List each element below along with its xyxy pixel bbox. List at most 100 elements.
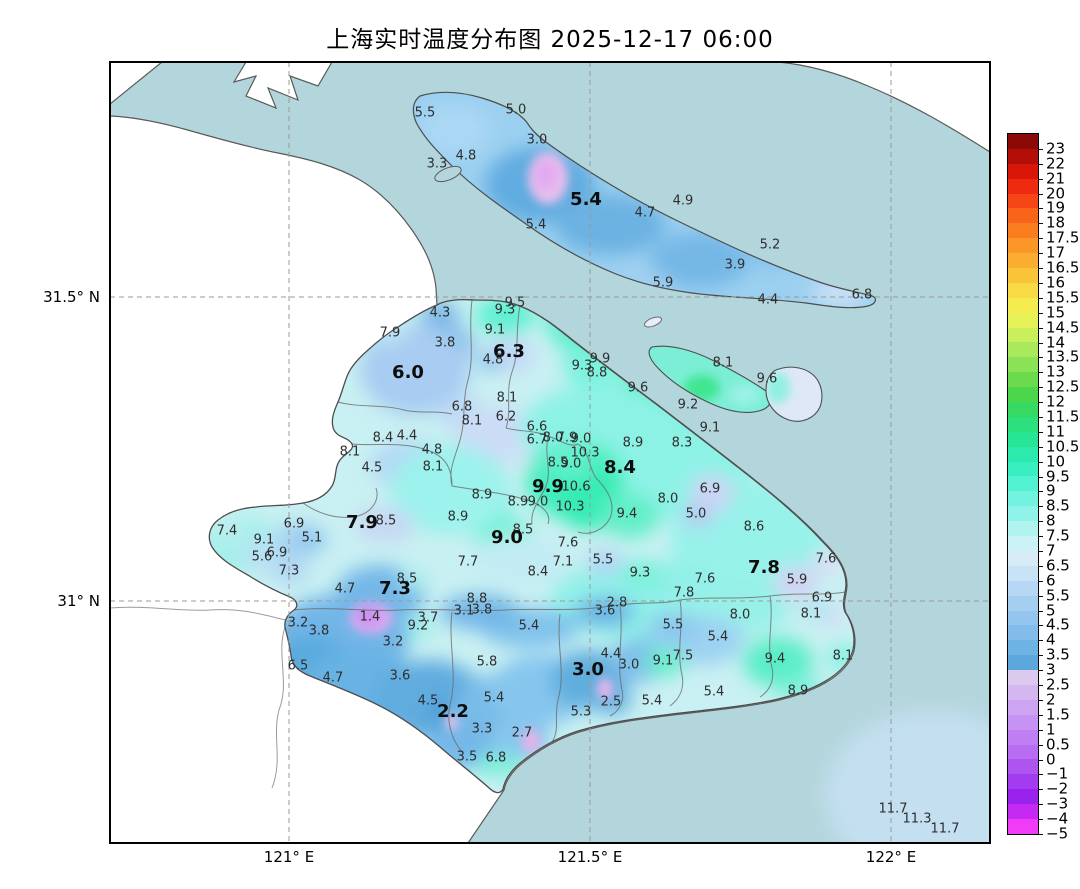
- colorbar-tick-mark: [1038, 759, 1043, 761]
- colorbar-segment: [1008, 804, 1038, 819]
- colorbar-tick-mark: [1038, 342, 1043, 344]
- district-boundaries: [293, 299, 846, 753]
- colorbar-tick-mark: [1038, 536, 1043, 538]
- colorbar-tick-mark: [1038, 640, 1043, 642]
- colorbar-tick-label: 22: [1046, 154, 1066, 173]
- colorbar-tick-label: 10: [1046, 452, 1066, 471]
- colorbar-tick-label: 8: [1046, 511, 1056, 530]
- colorbar-tick-label: 23: [1046, 139, 1066, 158]
- tiny-islet: [644, 316, 662, 328]
- colorbar-segment: [1008, 759, 1038, 775]
- colorbar-tick-label: 6: [1046, 571, 1056, 590]
- colorbar-segment: [1008, 357, 1038, 373]
- y-axis-tick-label: 31° N: [57, 592, 100, 610]
- colorbar-tick-mark: [1038, 595, 1043, 597]
- colorbar-segment: [1008, 521, 1038, 537]
- colorbar-tick-label: −4: [1046, 809, 1069, 828]
- colorbar-tick-label: 9: [1046, 482, 1056, 501]
- colorbar-tick-label: 7: [1046, 541, 1056, 560]
- colorbar-tick-label: 21: [1046, 169, 1066, 188]
- colorbar-tick-mark: [1038, 670, 1043, 672]
- colorbar-tick-mark: [1038, 714, 1043, 716]
- colorbar-tick-mark: [1038, 357, 1043, 359]
- colorbar-tick-label: 12: [1046, 392, 1066, 411]
- colorbar-tick-label: −5: [1046, 824, 1069, 843]
- colorbar-segment: [1008, 312, 1038, 328]
- colorbar-segment: [1008, 253, 1038, 269]
- colorbar-tick-mark: [1038, 699, 1043, 701]
- colorbar-segment: [1008, 461, 1038, 477]
- colorbar-tick-label: 2.5: [1046, 675, 1070, 694]
- colorbar-tick-mark: [1038, 327, 1043, 329]
- colorbar-tick-mark: [1038, 268, 1043, 270]
- colorbar-tick-mark: [1038, 521, 1043, 523]
- hengsha-island-fill: [766, 367, 822, 422]
- colorbar-segment: [1008, 431, 1038, 447]
- colorbar-tick-mark: [1038, 729, 1043, 731]
- colorbar-tick-mark: [1038, 148, 1043, 150]
- colorbar-tick-mark: [1038, 580, 1043, 582]
- colorbar-segment: [1008, 178, 1038, 194]
- y-axis-tick-label: 31.5° N: [43, 288, 100, 306]
- colorbar-tick-mark: [1038, 610, 1043, 612]
- colorbar-segment: [1008, 670, 1038, 685]
- colorbar-tick-label: 4.5: [1046, 616, 1070, 635]
- small-islet: [434, 165, 462, 183]
- colorbar-segment: [1008, 387, 1038, 403]
- colorbar-segment: [1008, 714, 1038, 730]
- colorbar-tick-label: 19: [1046, 199, 1066, 218]
- colorbar-tick-mark: [1038, 223, 1043, 225]
- colorbar-segment: [1008, 238, 1038, 254]
- colorbar-tick-mark: [1038, 744, 1043, 746]
- colorbar-tick-mark: [1038, 193, 1043, 195]
- colorbar-tick-label: 9.5: [1046, 467, 1070, 486]
- colorbar-segment: [1008, 193, 1038, 209]
- colorbar-tick-label: 1.5: [1046, 705, 1070, 724]
- colorbar-tick-label: 16: [1046, 273, 1066, 292]
- colorbar-tick-mark: [1038, 491, 1043, 493]
- colorbar-tick-mark: [1038, 387, 1043, 389]
- colorbar-segment: [1008, 282, 1038, 298]
- colorbar-tick-mark: [1038, 372, 1043, 374]
- plot-frame: [109, 61, 991, 844]
- colorbar-segment: [1008, 148, 1038, 164]
- colorbar-tick-label: 6.5: [1046, 556, 1070, 575]
- colorbar-tick-mark: [1038, 402, 1043, 404]
- colorbar-segment: [1008, 789, 1038, 805]
- colorbar-segment: [1008, 446, 1038, 462]
- colorbar-tick-label: −2: [1046, 779, 1069, 798]
- colorbar-segment: [1008, 684, 1038, 700]
- colorbar-tick-label: 12.5: [1046, 377, 1080, 396]
- colorbar-tick-label: 3.5: [1046, 645, 1070, 664]
- colorbar-tick-label: 8.5: [1046, 496, 1070, 515]
- colorbar-tick-mark: [1038, 238, 1043, 240]
- colorbar-segment: [1008, 342, 1038, 358]
- pink-cold-anomaly: [528, 152, 568, 204]
- colorbar-segment: [1008, 580, 1038, 596]
- colorbar-tick-label: 2: [1046, 690, 1056, 709]
- colorbar-tick-mark: [1038, 446, 1043, 448]
- colorbar-tick-label: 17: [1046, 243, 1066, 262]
- colorbar-tick-mark: [1038, 551, 1043, 553]
- colorbar-tick-label: 3: [1046, 660, 1056, 679]
- colorbar-tick-label: 18: [1046, 213, 1066, 232]
- colorbar-tick-mark: [1038, 625, 1043, 627]
- colorbar-tick-label: 1: [1046, 720, 1056, 739]
- colorbar-segment: [1008, 774, 1038, 790]
- colorbar-segment: [1008, 506, 1038, 522]
- colorbar-tick-label: 15.5: [1046, 288, 1080, 307]
- colorbar-tick-mark: [1038, 208, 1043, 210]
- temperature-colorbar: 23 22 21 20 19 18 17.5 17 16.5 16 15.5 15 14.5 14 13.5…: [1007, 133, 1079, 843]
- colorbar-segment: [1008, 402, 1038, 417]
- colorbar-tick-mark: [1038, 834, 1043, 835]
- mainland-temperature-field: [209, 299, 855, 793]
- colorbar-segment: [1008, 818, 1038, 834]
- colorbar-tick-mark: [1038, 565, 1043, 567]
- colorbar-tick-mark: [1038, 163, 1043, 165]
- colorbar-tick-label: 11: [1046, 422, 1066, 441]
- colorbar-tick-mark: [1038, 789, 1043, 791]
- colorbar-segment: [1008, 565, 1038, 581]
- colorbar-segment: [1008, 536, 1038, 551]
- colorbar-segment: [1008, 476, 1038, 492]
